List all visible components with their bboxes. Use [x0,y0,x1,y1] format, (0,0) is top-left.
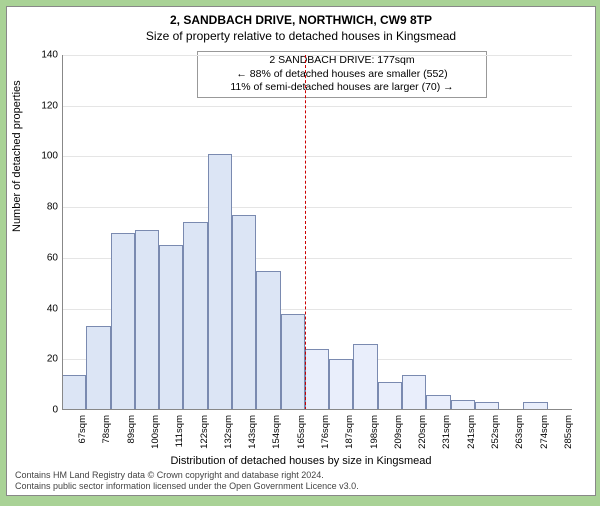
plot-area: 020406080100120140 67sqm78sqm89sqm100sqm… [62,55,572,410]
x-tick-label: 285sqm [563,415,574,449]
y-tick-label: 120 [28,100,58,111]
x-tick-label: 67sqm [77,415,88,444]
x-tick-label: 252sqm [490,415,501,449]
reference-line [305,55,306,410]
x-tick-label: 274sqm [539,415,550,449]
y-tick-label: 40 [28,303,58,314]
bar [111,233,135,411]
x-tick-label: 111sqm [174,415,185,447]
bar [378,382,402,410]
bar [208,154,232,410]
footnote-line1: Contains HM Land Registry data © Crown c… [15,470,359,481]
x-tick-label: 100sqm [150,415,161,449]
x-tick-label: 176sqm [320,415,331,449]
bar [135,230,159,410]
x-tick-label: 209sqm [393,415,404,449]
footnote-line2: Contains public sector information licen… [15,481,359,492]
x-tick-label: 122sqm [199,415,210,449]
x-tick-label: 78sqm [101,415,112,444]
x-tick-label: 154sqm [271,415,282,449]
bar [159,245,183,410]
bar [305,349,329,410]
x-tick-label: 220sqm [417,415,428,449]
title-subtitle: Size of property relative to detached ho… [7,29,595,43]
y-tick-label: 20 [28,354,58,365]
bar [62,375,86,411]
bar [256,271,280,410]
x-tick-label: 143sqm [247,415,258,449]
x-axis-line [62,409,572,410]
x-tick-label: 241sqm [466,415,477,449]
bar [426,395,450,410]
x-tick-label: 231sqm [441,415,452,449]
y-tick-label: 140 [28,50,58,61]
x-tick-label: 187sqm [344,415,355,449]
x-tick-label: 165sqm [296,415,307,449]
bar [353,344,377,410]
y-axis-line [62,55,63,410]
y-tick-label: 80 [28,202,58,213]
bar [183,222,207,410]
histogram-bars [62,55,572,410]
bar [281,314,305,410]
footnote: Contains HM Land Registry data © Crown c… [15,470,359,493]
x-tick-label: 198sqm [369,415,380,449]
bar [329,359,353,410]
bar [232,215,256,410]
y-axis-label: Number of detached properties [11,80,23,232]
bar [402,375,426,411]
y-tick-label: 0 [28,405,58,416]
y-tick-label: 100 [28,151,58,162]
x-tick-label: 89sqm [126,415,137,444]
x-tick-label: 132sqm [223,415,234,449]
chart-container: 2, SANDBACH DRIVE, NORTHWICH, CW9 8TP Si… [6,6,596,496]
y-tick-label: 60 [28,252,58,263]
x-tick-label: 263sqm [514,415,525,449]
title-address: 2, SANDBACH DRIVE, NORTHWICH, CW9 8TP [7,13,595,27]
x-axis-label: Distribution of detached houses by size … [7,455,595,467]
bar [86,326,110,410]
